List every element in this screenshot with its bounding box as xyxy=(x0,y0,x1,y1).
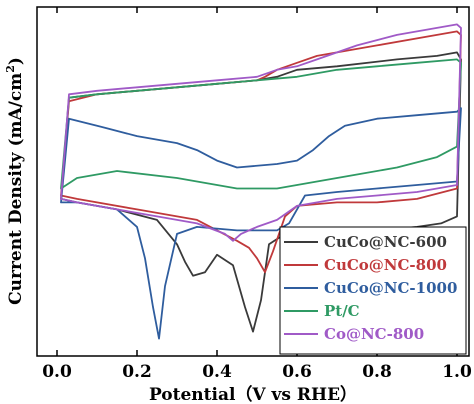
legend-label-4: Co@NC-800 xyxy=(324,325,424,343)
x-tick-label: 1.0 xyxy=(442,362,472,382)
x-tick-label: 0.4 xyxy=(202,362,232,382)
x-tick-label: 0.8 xyxy=(362,362,392,382)
legend-label-1: CuCo@NC-800 xyxy=(324,256,447,274)
y-axis-label-sup: 2 xyxy=(4,65,17,73)
legend-label-3: Pt/C xyxy=(324,302,360,320)
legend: CuCo@NC-600 CuCo@NC-800 CuCo@NC-1000 Pt/C Co… xyxy=(279,226,467,355)
x-axis-label: Potential（V vs RHE） xyxy=(149,384,357,404)
x-tick-label: 0.0 xyxy=(42,362,72,382)
legend-label-2: CuCo@NC-1000 xyxy=(324,279,457,297)
series-line-4 xyxy=(60,23,462,242)
plot-frame xyxy=(36,6,470,357)
series-line-2 xyxy=(60,107,462,340)
y-axis-label: Current Density (mA/cm2) xyxy=(4,57,26,305)
x-ticks: 0.0 0.2 0.4 0.6 0.8 1.0 xyxy=(42,7,472,382)
y-axis-label-main: Current Density (mA/cm xyxy=(6,73,26,305)
x-tick-label: 0.2 xyxy=(122,362,152,382)
y-axis-label-close: ) xyxy=(6,57,26,65)
legend-label-0: CuCo@NC-600 xyxy=(324,233,447,251)
x-tick-label: 0.6 xyxy=(282,362,312,382)
legend-box xyxy=(279,226,467,355)
